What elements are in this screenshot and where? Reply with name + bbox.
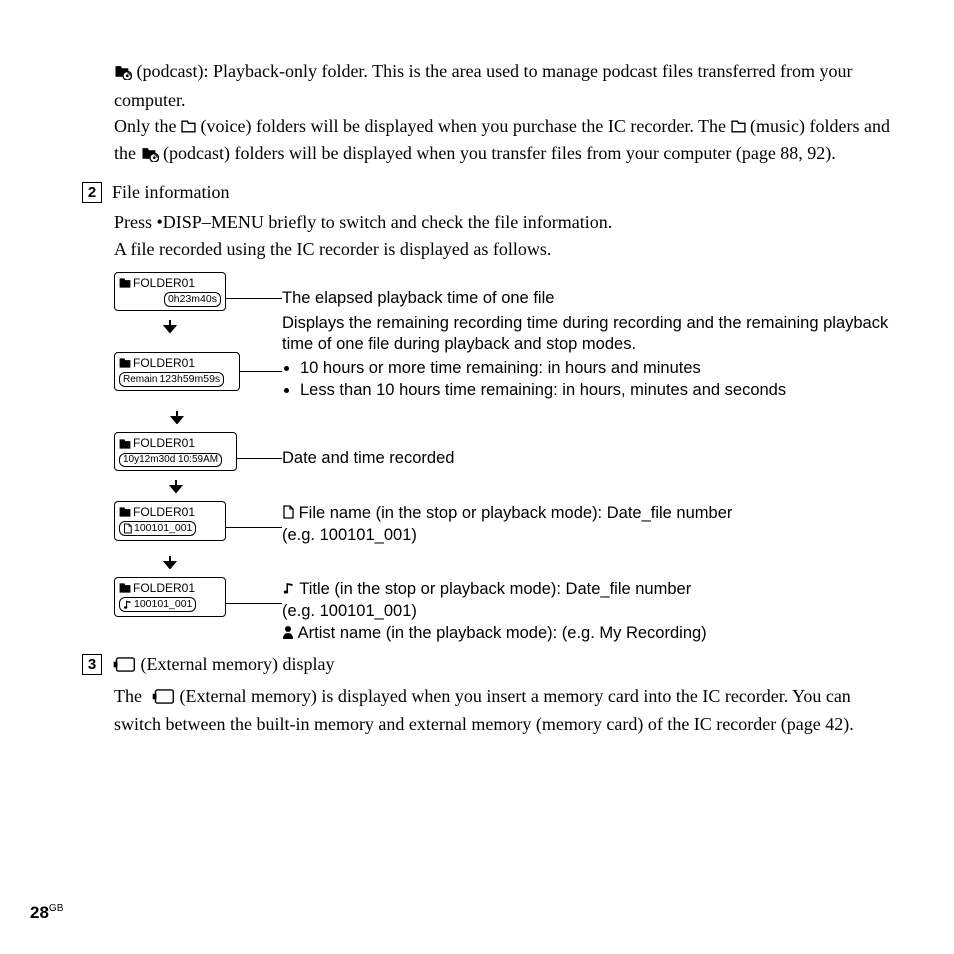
screen1-desc: The elapsed playback time of one file bbox=[282, 272, 554, 309]
memory-card-icon bbox=[112, 653, 136, 679]
connector-line bbox=[226, 603, 282, 604]
screen5-desc: Title (in the stop or playback mode): Da… bbox=[282, 577, 707, 645]
screen-row-1: FOLDER01 0h23m40s The elapsed playback t… bbox=[114, 272, 894, 311]
connector-line bbox=[237, 458, 282, 459]
page-number: 28 bbox=[30, 903, 49, 922]
sec2-body2: A file recorded using the IC recorder is… bbox=[114, 239, 551, 259]
section-3-title: (External memory) display bbox=[136, 654, 334, 674]
arrow-down-icon bbox=[114, 473, 237, 501]
screen4-desc1: File name (in the stop or playback mode)… bbox=[294, 504, 732, 522]
intro-text-2d: (podcast) folders will be displayed when… bbox=[159, 143, 836, 163]
page-content: (podcast): Playback-only folder. This is… bbox=[0, 0, 954, 737]
title-box: 100101_001 bbox=[119, 597, 196, 612]
section-number-2: 2 bbox=[82, 182, 102, 203]
remain-prefix: Remain bbox=[123, 374, 157, 386]
arrow-down-icon bbox=[114, 313, 226, 341]
connector-line bbox=[226, 527, 282, 528]
page-suffix: GB bbox=[49, 903, 63, 914]
section-number-3: 3 bbox=[82, 654, 102, 675]
screen3-desc: Date and time recorded bbox=[282, 432, 454, 469]
remain-time-box: Remain 123h59m59s bbox=[119, 372, 224, 387]
screen2-desc: Displays the remaining recording time du… bbox=[282, 313, 894, 403]
folder-label: FOLDER01 bbox=[133, 436, 195, 450]
intro-paragraph: (podcast): Playback-only folder. This is… bbox=[82, 58, 894, 169]
arrow-down-icon bbox=[114, 404, 240, 432]
screen5-desc2: (e.g. 100101_001) bbox=[282, 602, 417, 620]
screen2-b1: 10 hours or more time remaining: in hour… bbox=[300, 358, 894, 379]
person-icon bbox=[282, 624, 294, 645]
screen2-desc-text: Displays the remaining recording time du… bbox=[282, 314, 888, 353]
screen5-desc1: Title (in the stop or playback mode): Da… bbox=[295, 580, 691, 598]
podcast-icon bbox=[141, 143, 159, 169]
screen4-desc2: (e.g. 100101_001) bbox=[282, 526, 417, 544]
screen-row-2: FOLDER01 Remain 123h59m59s Displays the … bbox=[114, 341, 894, 403]
screen-row-5: FOLDER01 100101_001 Title (in the stop o… bbox=[114, 577, 894, 645]
remain-value: 123h59m59s bbox=[159, 373, 220, 386]
folder-label: FOLDER01 bbox=[133, 356, 195, 370]
section-2-body: Press •DISP–MENU briefly to switch and c… bbox=[82, 209, 894, 261]
section-3-header: 3 (External memory) display bbox=[82, 651, 894, 679]
screen2-b2: Less than 10 hours time remaining: in ho… bbox=[300, 380, 894, 401]
screen4-desc: File name (in the stop or playback mode)… bbox=[282, 501, 732, 547]
folder-icon bbox=[731, 114, 746, 140]
file-icon bbox=[282, 504, 294, 525]
filename-value: 100101_001 bbox=[134, 522, 192, 535]
filename-box: 100101_001 bbox=[119, 521, 196, 536]
folder-label: FOLDER01 bbox=[133, 276, 195, 290]
folder-label: FOLDER01 bbox=[133, 505, 195, 519]
intro-text-2b: (voice) folders will be displayed when y… bbox=[196, 116, 731, 136]
music-note-icon bbox=[282, 580, 295, 601]
page-footer: 28GB bbox=[30, 899, 63, 926]
section-3-body: The (External memory) is displayed when … bbox=[82, 683, 894, 737]
memory-card-icon bbox=[151, 685, 175, 711]
folder-icon bbox=[181, 114, 196, 140]
lcd-screen-3: FOLDER01 10y12m30d 10:59AM bbox=[114, 432, 237, 470]
screen2-bullets: 10 hours or more time remaining: in hour… bbox=[282, 358, 894, 402]
arrow-down-icon bbox=[114, 549, 226, 577]
screen-row-3: FOLDER01 10y12m30d 10:59AM Date and time… bbox=[114, 432, 894, 470]
connector-line bbox=[240, 371, 282, 372]
lcd-screen-2: FOLDER01 Remain 123h59m59s bbox=[114, 352, 240, 391]
intro-text-1: (podcast): Playback-only folder. This is… bbox=[114, 61, 852, 110]
section-3-title-wrap: (External memory) display bbox=[112, 651, 334, 679]
intro-text-2a: Only the bbox=[114, 116, 181, 136]
section-2-header: 2 File information bbox=[82, 179, 894, 205]
sec2-body1: Press •DISP–MENU briefly to switch and c… bbox=[114, 212, 612, 232]
title-value: 100101_001 bbox=[134, 598, 192, 611]
screen5-desc3: Artist name (in the playback mode): (e.g… bbox=[294, 624, 707, 642]
diagram-area: FOLDER01 0h23m40s The elapsed playback t… bbox=[82, 272, 894, 645]
lcd-screen-5: FOLDER01 100101_001 bbox=[114, 577, 226, 618]
section-2-title: File information bbox=[112, 179, 229, 205]
podcast-icon bbox=[114, 61, 132, 87]
lcd-screen-4: FOLDER01 100101_001 bbox=[114, 501, 226, 542]
connector-line bbox=[226, 298, 282, 299]
lcd-screen-1: FOLDER01 0h23m40s bbox=[114, 272, 226, 311]
screen-row-4: FOLDER01 100101_001 File name (in the st… bbox=[114, 501, 894, 547]
datetime-value: 10y12m30d 10:59AM bbox=[119, 453, 222, 467]
elapsed-time-value: 0h23m40s bbox=[164, 292, 221, 307]
folder-label: FOLDER01 bbox=[133, 581, 195, 595]
